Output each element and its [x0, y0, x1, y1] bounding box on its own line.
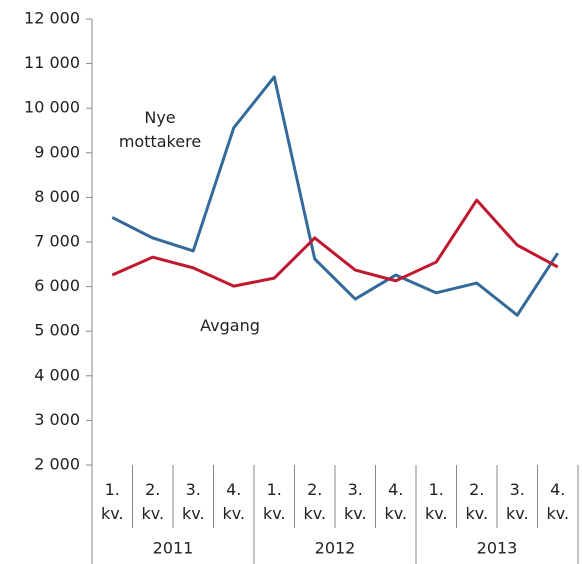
x-group-label: 2013: [477, 539, 518, 558]
x-tick-label: 1. kv.: [100, 480, 124, 523]
x-tick-label: 3. kv.: [343, 480, 367, 523]
y-tick-label: 6 000: [34, 276, 80, 295]
x-tick-label: 2. kv.: [465, 480, 489, 523]
x-tick-label: 2. kv.: [141, 480, 165, 523]
x-tick-label: 3. kv.: [505, 480, 529, 523]
x-tick-label: 3. kv.: [181, 480, 205, 523]
y-tick-label: 9 000: [34, 142, 80, 161]
series-line: [111, 75, 560, 317]
y-tick-label: 2 000: [34, 455, 80, 474]
x-tick-label: 4. kv.: [222, 480, 246, 523]
x-tick-label: 1. kv.: [262, 480, 286, 523]
y-tick-label: 8 000: [34, 187, 80, 206]
x-tick-label: 4. kv.: [384, 480, 408, 523]
y-tick-label: 4 000: [34, 365, 80, 384]
y-tick-label: 5 000: [34, 321, 80, 340]
x-tick-label: 4. kv.: [546, 480, 570, 523]
y-tick-label: 12 000: [24, 9, 80, 28]
y-tick-label: 10 000: [24, 98, 80, 117]
x-tick-label: 2. kv.: [303, 480, 327, 523]
y-tick-label: 7 000: [34, 232, 80, 251]
x-group-label: 2011: [153, 539, 194, 558]
y-tick-label: 11 000: [24, 53, 80, 72]
annotation: Nye mottakere: [118, 108, 202, 151]
y-tick-label: 3 000: [34, 410, 80, 429]
annotation: Avgang: [200, 316, 260, 335]
series-line: [111, 198, 559, 288]
x-tick-label: 1. kv.: [424, 480, 448, 523]
x-group-label: 2012: [315, 539, 356, 558]
